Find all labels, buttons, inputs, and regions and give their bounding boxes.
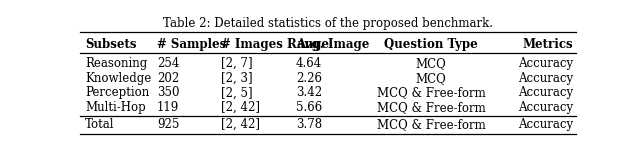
Text: MCQ: MCQ <box>415 57 446 70</box>
Text: 350: 350 <box>157 86 179 99</box>
Text: Metrics: Metrics <box>523 38 573 51</box>
Text: Accuracy: Accuracy <box>518 57 573 70</box>
Text: Accuracy: Accuracy <box>518 72 573 85</box>
Text: Reasoning: Reasoning <box>85 57 147 70</box>
Text: 202: 202 <box>157 72 179 85</box>
Text: [2, 42]: [2, 42] <box>221 101 260 114</box>
Text: [2, 7]: [2, 7] <box>221 57 253 70</box>
Text: Multi-Hop: Multi-Hop <box>85 101 146 114</box>
Text: 3.42: 3.42 <box>296 86 322 99</box>
Text: Table 2: Detailed statistics of the proposed benchmark.: Table 2: Detailed statistics of the prop… <box>163 17 493 30</box>
Text: Knowledge: Knowledge <box>85 72 151 85</box>
Text: 119: 119 <box>157 101 179 114</box>
Text: Subsets: Subsets <box>85 38 136 51</box>
Text: MCQ: MCQ <box>415 72 446 85</box>
Text: [2, 3]: [2, 3] <box>221 72 253 85</box>
Text: Accuracy: Accuracy <box>518 118 573 131</box>
Text: 925: 925 <box>157 118 179 131</box>
Text: 254: 254 <box>157 57 179 70</box>
Text: Total: Total <box>85 118 115 131</box>
Text: Accuracy: Accuracy <box>518 101 573 114</box>
Text: MCQ & Free-form: MCQ & Free-form <box>376 101 485 114</box>
Text: # Images Range: # Images Range <box>221 38 330 51</box>
Text: MCQ & Free-form: MCQ & Free-form <box>376 118 485 131</box>
Text: 5.66: 5.66 <box>296 101 322 114</box>
Text: [2, 5]: [2, 5] <box>221 86 253 99</box>
Text: 2.26: 2.26 <box>296 72 322 85</box>
Text: Question Type: Question Type <box>384 38 478 51</box>
Text: # Samples: # Samples <box>157 38 226 51</box>
Text: 4.64: 4.64 <box>296 57 322 70</box>
Text: 3.78: 3.78 <box>296 118 322 131</box>
Text: Perception: Perception <box>85 86 149 99</box>
Text: [2, 42]: [2, 42] <box>221 118 260 131</box>
Text: MCQ & Free-form: MCQ & Free-form <box>376 86 485 99</box>
Text: Avg. Image: Avg. Image <box>296 38 369 51</box>
Text: Accuracy: Accuracy <box>518 86 573 99</box>
